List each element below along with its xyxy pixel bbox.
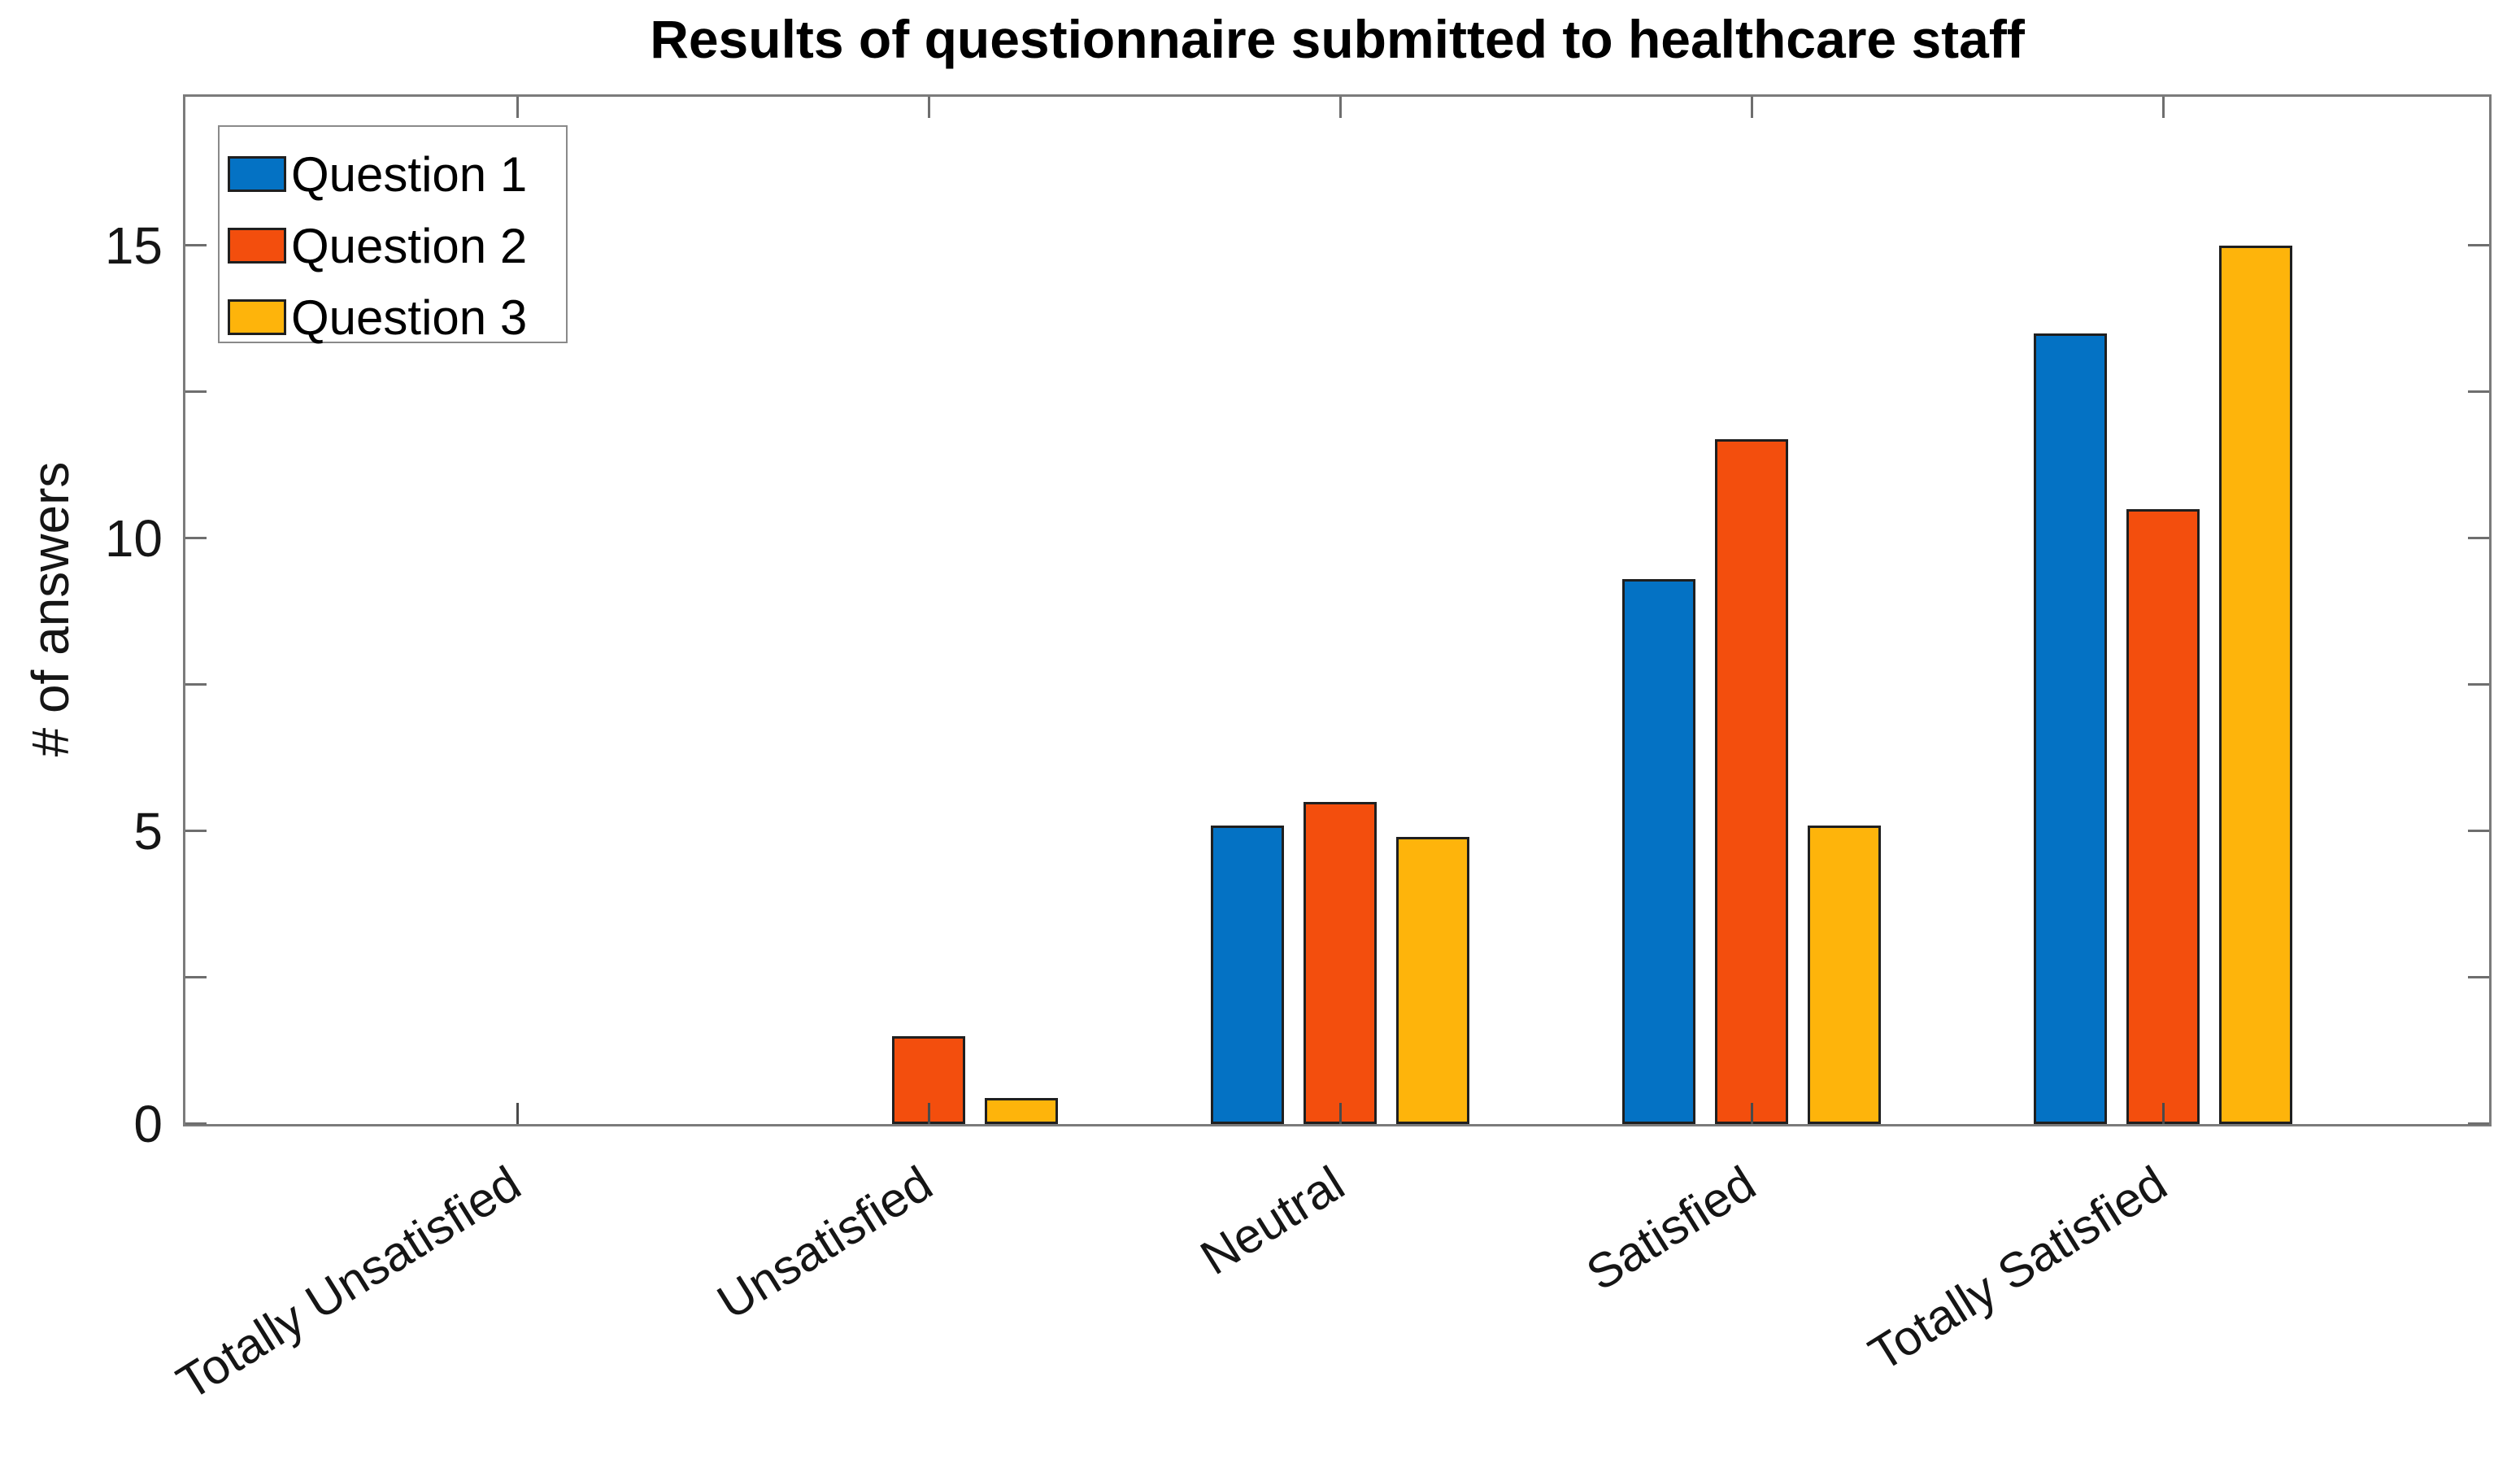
legend-row: Question 1 xyxy=(228,142,527,207)
y-tick-left xyxy=(185,1122,207,1125)
y-tick-right xyxy=(2468,976,2489,978)
bar-question1-satisfied xyxy=(1622,579,1695,1124)
bar-question1-totally-satisfied xyxy=(2034,333,2107,1124)
y-tick-left xyxy=(185,244,207,246)
y-tick-left xyxy=(185,683,207,686)
bar-question2-totally-satisfied xyxy=(2126,509,2200,1124)
x-tick-top xyxy=(1339,97,1342,118)
y-tick-right xyxy=(2468,390,2489,393)
y-tick-left xyxy=(185,830,207,832)
legend-row: Question 2 xyxy=(228,213,527,278)
y-tick-right xyxy=(2468,537,2489,539)
legend-label: Question 3 xyxy=(291,290,528,345)
bar-question3-satisfied xyxy=(1808,826,1881,1124)
legend-box: Question 1 Question 2 Question 3 xyxy=(218,125,568,345)
x-tick-bottom xyxy=(1339,1103,1342,1124)
chart-title: Results of questionnaire submitted to he… xyxy=(650,9,2025,69)
y-tick-label: 5 xyxy=(133,802,163,861)
y-tick-left xyxy=(185,390,207,393)
bar-question2-satisfied xyxy=(1715,439,1788,1124)
legend-row: Question 3 xyxy=(228,285,527,350)
x-tick-top xyxy=(1751,97,1753,118)
bar-question1-neutral xyxy=(1211,826,1284,1124)
y-tick-label: 10 xyxy=(104,509,163,568)
x-tick-label: Neutral xyxy=(1190,1155,1354,1286)
legend-swatch-question3 xyxy=(228,299,286,335)
x-tick-bottom xyxy=(928,1103,930,1124)
bar-question3-totally-satisfied xyxy=(2219,246,2292,1124)
x-tick-top xyxy=(2162,97,2165,118)
y-tick-label: 0 xyxy=(133,1095,163,1153)
legend-swatch-question2 xyxy=(228,228,286,264)
y-tick-right xyxy=(2468,683,2489,686)
x-tick-label: Totally Unsatisfied xyxy=(168,1155,531,1410)
x-tick-top xyxy=(516,97,519,118)
y-tick-right xyxy=(2468,1122,2489,1125)
y-tick-right xyxy=(2468,830,2489,832)
x-tick-bottom xyxy=(516,1103,519,1124)
y-tick-label: 15 xyxy=(104,216,163,275)
y-tick-left xyxy=(185,976,207,978)
y-tick-right xyxy=(2468,244,2489,246)
legend-label: Question 1 xyxy=(291,146,528,202)
x-tick-top xyxy=(928,97,930,118)
y-tick-left xyxy=(185,537,207,539)
legend-label: Question 2 xyxy=(291,218,528,273)
bar-question2-neutral xyxy=(1304,802,1377,1124)
x-tick-label: Unsatisfied xyxy=(707,1155,942,1330)
x-tick-label: Totally Satisfied xyxy=(1859,1155,2177,1382)
bar-question3-unsatisfied xyxy=(985,1098,1058,1124)
legend-swatch-question1 xyxy=(228,156,286,192)
x-tick-label: Satisfied xyxy=(1577,1155,1765,1301)
bar-question3-neutral xyxy=(1396,837,1469,1124)
y-axis-label: # of answers xyxy=(21,461,80,757)
x-tick-bottom xyxy=(2162,1103,2165,1124)
x-tick-bottom xyxy=(1751,1103,1753,1124)
